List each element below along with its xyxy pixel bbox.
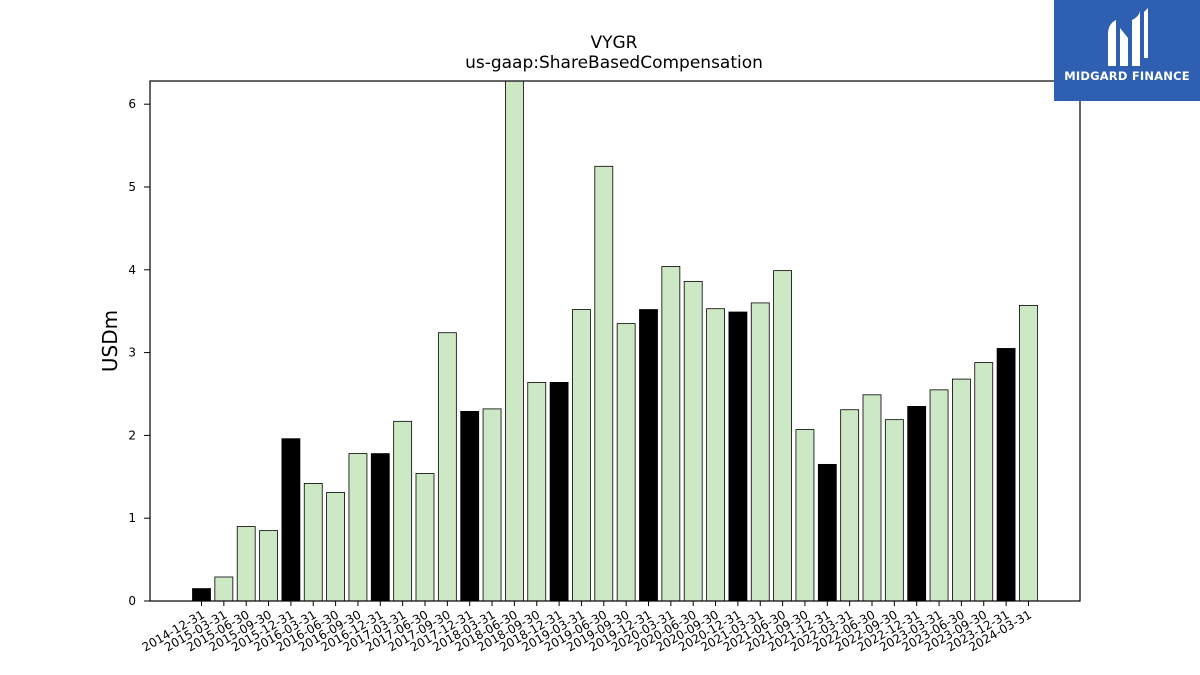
y-tick-label: 0 bbox=[128, 594, 136, 608]
bar-2019-03-31 bbox=[572, 309, 591, 602]
brand-name: MIDGARD FINANCE bbox=[1064, 69, 1190, 83]
bar-2019-12-31 bbox=[639, 309, 658, 602]
bars-group bbox=[192, 80, 1038, 602]
y-tick-label: 2 bbox=[128, 428, 136, 442]
bar-2017-06-30 bbox=[415, 473, 435, 602]
y-axis-ticks: 0 1 2 3 4 5 6 bbox=[128, 97, 150, 608]
bar-2021-06-30 bbox=[773, 270, 792, 602]
bar-2016-12-31 bbox=[370, 453, 390, 602]
bar-2017-12-31 bbox=[460, 410, 480, 602]
bar-2020-06-30 bbox=[683, 280, 703, 602]
bar-2018-06-30 bbox=[504, 80, 524, 602]
plot-frame bbox=[149, 80, 1081, 602]
bar-2021-09-30 bbox=[795, 429, 815, 602]
bar-2022-09-30 bbox=[884, 419, 904, 602]
bar-2022-06-30 bbox=[862, 394, 882, 602]
bar-2018-03-31 bbox=[482, 408, 502, 602]
bar-2018-12-31 bbox=[549, 381, 569, 602]
bar-2019-09-30 bbox=[616, 323, 636, 602]
bar-2022-03-31 bbox=[840, 409, 860, 602]
y-tick-label: 1 bbox=[128, 511, 136, 525]
bar-2023-12-31 bbox=[996, 348, 1016, 602]
y-tick-label: 4 bbox=[128, 263, 136, 277]
y-tick-label: 6 bbox=[128, 97, 136, 111]
bar-2024-03-31 bbox=[1019, 304, 1038, 602]
bar-2021-03-31 bbox=[750, 302, 770, 602]
y-tick-label: 3 bbox=[128, 346, 136, 360]
bar-2017-09-30 bbox=[437, 332, 457, 602]
y-tick-label: 5 bbox=[128, 180, 136, 194]
x-axis-ticks: 2014-12-312015-03-312015-06-302015-09-30… bbox=[140, 601, 1034, 654]
bar-2021-12-31 bbox=[817, 463, 837, 602]
brand-logo: MIDGARD FINANCE bbox=[1054, 0, 1200, 101]
bar-2023-06-30 bbox=[952, 378, 971, 602]
bar-2015-03-31 bbox=[214, 576, 234, 602]
brand-mark-icon bbox=[1108, 8, 1148, 66]
bar-2023-03-31 bbox=[929, 389, 949, 602]
chart-subtitle: us-gaap:ShareBasedCompensation bbox=[465, 53, 763, 73]
bar-2023-09-30 bbox=[974, 362, 994, 602]
y-axis-label: USDm bbox=[98, 310, 122, 372]
bar-2020-03-31 bbox=[661, 266, 681, 602]
bar-2014-12-31 bbox=[192, 588, 211, 602]
bar-2016-09-30 bbox=[348, 453, 368, 602]
bar-2015-12-31 bbox=[281, 438, 301, 602]
bar-2020-12-31 bbox=[728, 311, 748, 602]
bar-2017-03-31 bbox=[393, 420, 413, 602]
bar-2020-09-30 bbox=[706, 308, 725, 602]
chart-title: VYGR bbox=[591, 33, 638, 53]
bar-2015-06-30 bbox=[236, 526, 256, 602]
bar-2019-06-30 bbox=[594, 165, 614, 602]
bar-2022-12-31 bbox=[907, 406, 927, 602]
bar-2016-06-30 bbox=[326, 492, 346, 602]
bar-2016-03-31 bbox=[303, 483, 323, 602]
bar-2015-09-30 bbox=[259, 530, 278, 602]
bar-2018-09-30 bbox=[527, 381, 547, 602]
